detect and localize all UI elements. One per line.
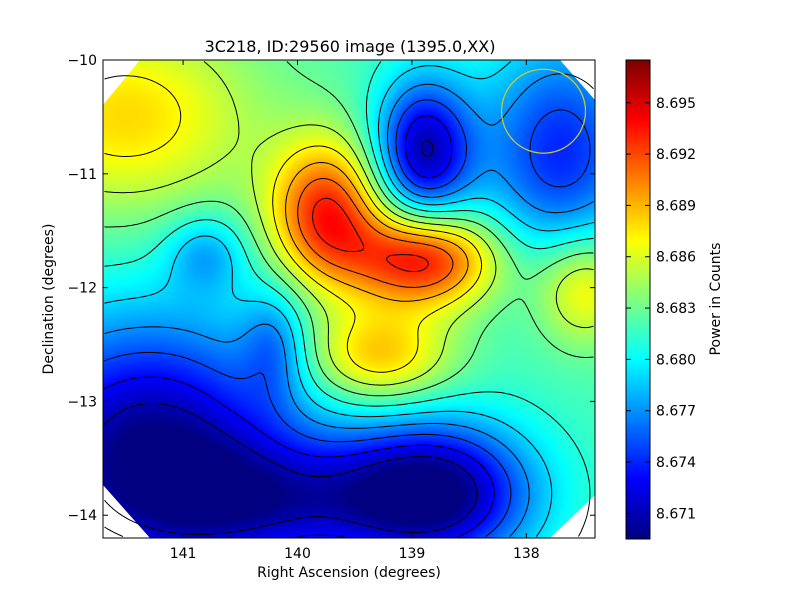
x-axis: 141 140 139 138 [170, 60, 540, 562]
x-tick-label: 140 [284, 546, 311, 562]
contour-level [104, 73, 594, 537]
y-tick-label: −11 [67, 167, 97, 183]
contour-level [104, 61, 594, 397]
y-tick-label: −12 [67, 281, 97, 297]
contour-level [285, 162, 469, 302]
contour-level [104, 140, 478, 535]
colorbar-tick-label: 8.683 [656, 301, 696, 317]
y-tick-label: −14 [67, 508, 97, 524]
colorbar-gradient [626, 60, 650, 539]
x-tick-label: 138 [513, 546, 540, 562]
y-axis: −10 −11 −12 −13 −14 [67, 53, 595, 524]
colorbar-frame [625, 59, 651, 540]
plot-frame [102, 59, 596, 539]
contour-level [104, 115, 495, 537]
contour-level [297, 178, 454, 288]
corner-mask [560, 60, 595, 100]
colorbar-tick-label: 8.671 [656, 506, 696, 522]
contour-level [104, 75, 483, 373]
colorbar-tick-label: 8.680 [656, 352, 696, 368]
corner-mask [103, 485, 150, 538]
colorbar-label: Power in Counts [708, 243, 724, 356]
x-tick-label: 141 [170, 546, 197, 562]
contour-level [104, 61, 594, 537]
chart-title: 3C218, ID:29560 image (1395.0,XX) [205, 37, 496, 56]
colorbar-ticks: 8.671 8.674 8.677 8.680 8.683 8.686 8.689 8.692… [626, 96, 696, 522]
y-tick-label: −13 [67, 394, 97, 410]
colorbar-tick-label: 8.686 [656, 250, 696, 266]
contour-level [104, 61, 594, 386]
contour-level [312, 197, 429, 272]
colorbar-tick-label: 8.689 [656, 198, 696, 214]
colorbar: 8.671 8.674 8.677 8.680 8.683 8.686 8.689 8.692… [625, 59, 724, 540]
plot-area [102, 59, 596, 539]
contour-level [104, 99, 591, 537]
y-axis-label: Declination (degrees) [41, 224, 57, 375]
x-tick-label: 139 [399, 546, 426, 562]
beam-circle [500, 68, 587, 154]
corner-mask [103, 60, 140, 105]
x-axis-label: Right Ascension (degrees) [257, 565, 441, 581]
colorbar-tick-label: 8.677 [656, 404, 696, 420]
colorbar-tick-label: 8.695 [656, 96, 696, 112]
y-tick-label: −10 [67, 53, 97, 69]
colorbar-tick-label: 8.692 [656, 147, 696, 163]
colorbar-tick-label: 8.674 [656, 455, 696, 471]
contour-level [104, 61, 594, 537]
contour-lines [104, 61, 594, 537]
corner-mask [550, 495, 595, 538]
